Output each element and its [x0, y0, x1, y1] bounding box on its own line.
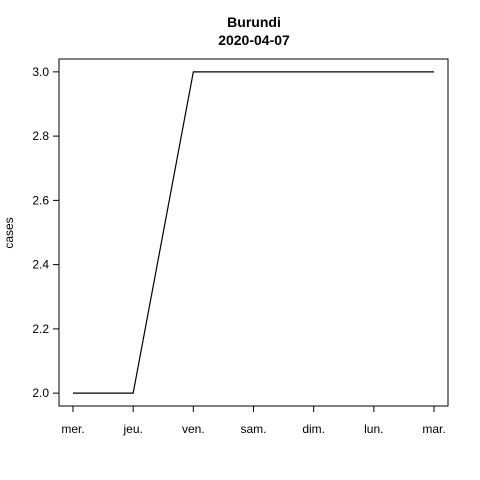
series-group — [73, 71, 434, 394]
x-tick-label: ven. — [182, 422, 205, 436]
y-tick-label: 2.6 — [32, 193, 49, 207]
y-tick-label: 2.0 — [32, 386, 49, 400]
x-tick-label: dim. — [302, 422, 325, 436]
x-tick-label: mer. — [61, 422, 84, 436]
series-line — [73, 71, 434, 394]
x-tick-label: sam. — [240, 422, 266, 436]
x-tick-label: mar. — [422, 422, 445, 436]
x-tick-label: lun. — [364, 422, 383, 436]
y-tick-label: 2.4 — [32, 258, 49, 272]
y-axis-label: cases — [2, 217, 16, 248]
chart-subtitle: 2020-04-07 — [218, 32, 290, 48]
y-axis: 2.0 2.2 2.4 2.6 2.8 3.0 — [32, 65, 59, 400]
y-tick-label: 3.0 — [32, 65, 49, 79]
y-tick-label: 2.2 — [32, 322, 49, 336]
chart-title: Burundi — [227, 14, 281, 30]
x-axis: mer. jeu. ven. sam. dim. lun. mar. — [61, 406, 446, 436]
y-tick-label: 2.8 — [32, 129, 49, 143]
x-tick-label: jeu. — [122, 422, 142, 436]
plot-frame — [58, 58, 449, 407]
